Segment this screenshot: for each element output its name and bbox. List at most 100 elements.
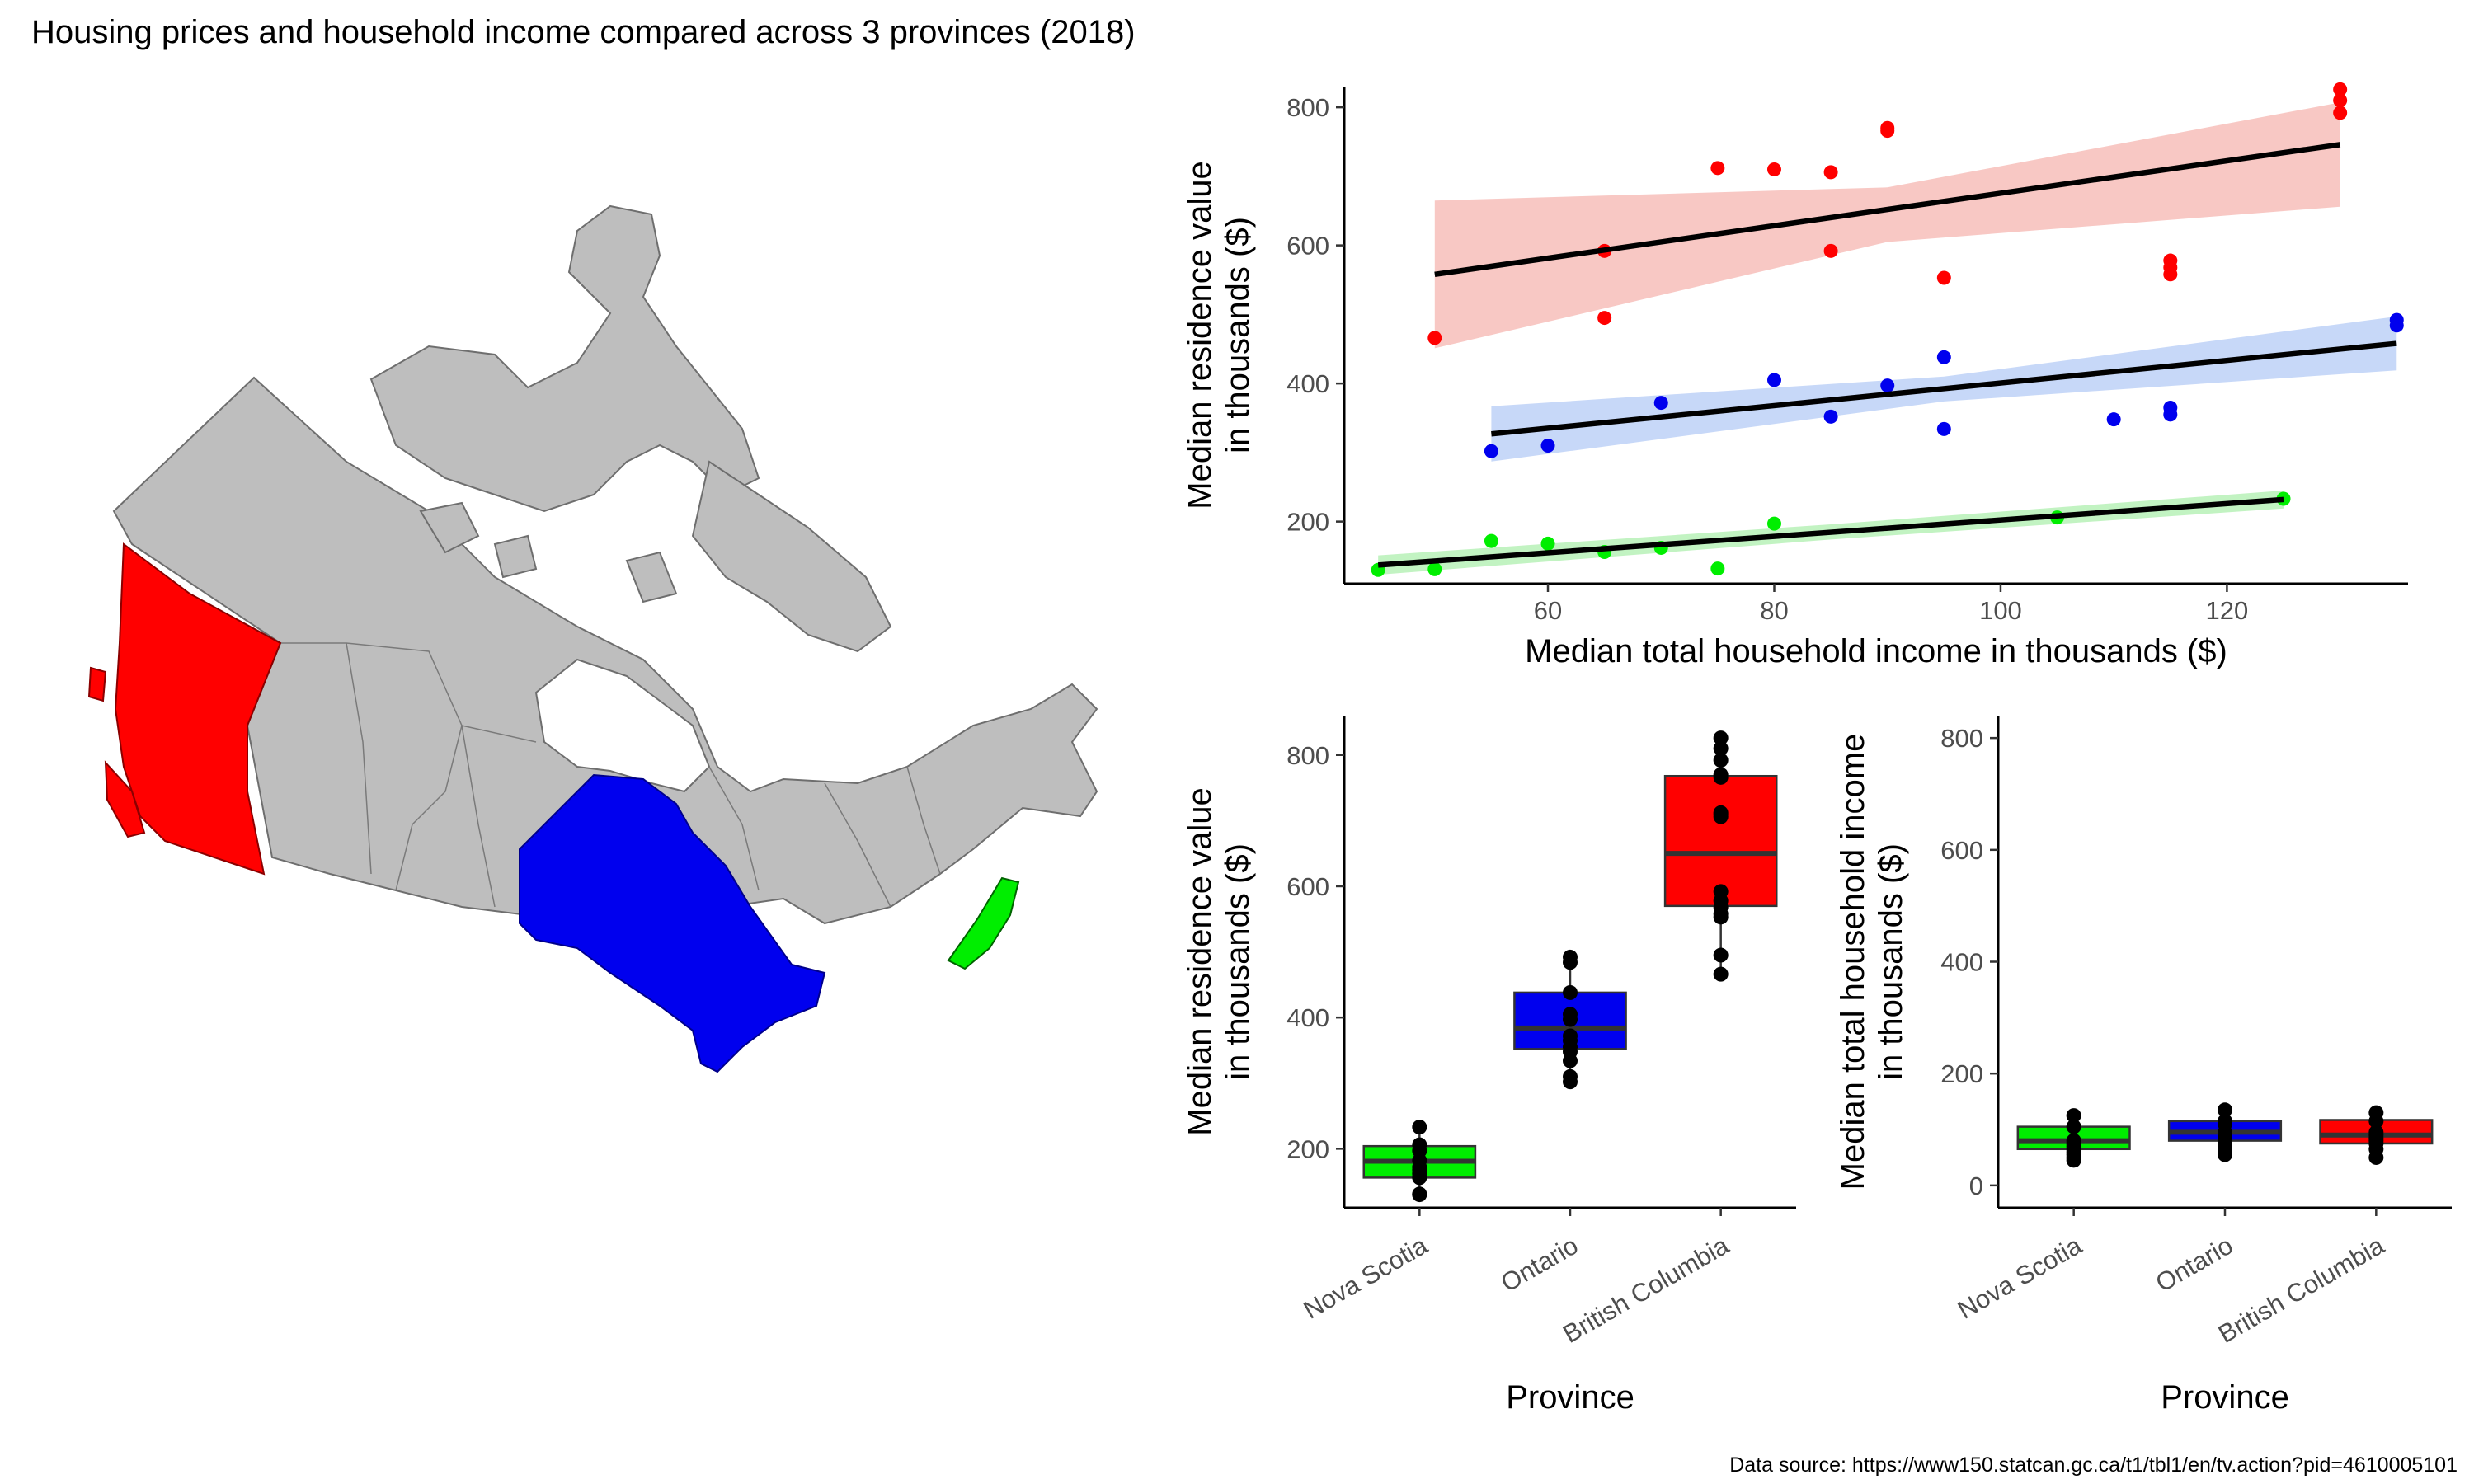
point-ontario: [2218, 1113, 2232, 1129]
map-ontario: [519, 773, 826, 1073]
point-british-columbia: [2163, 267, 2178, 282]
y-tick-label: 600: [1940, 836, 1983, 865]
x-tick-label: 80: [1760, 596, 1788, 625]
point-british-columbia: [1427, 331, 1442, 345]
point-nova-scotia: [1427, 561, 1442, 576]
point-ontario: [1540, 439, 1555, 453]
y-tick-label: 800: [1940, 724, 1983, 753]
point-ontario: [1563, 1028, 1578, 1044]
point-british-columbia: [2333, 93, 2348, 108]
point-ontario: [2389, 318, 2404, 333]
fit-line-british-columbia: [1434, 142, 2341, 278]
map-bc-islands: [87, 666, 146, 838]
map-nova-scotia: [947, 876, 1020, 970]
map-baffin-island: [691, 460, 892, 653]
x-tick-label: Nova Scotia: [1299, 1230, 1433, 1324]
map-arctic-islands: [369, 204, 760, 513]
map-rest-of-canada: [112, 376, 1098, 942]
point-nova-scotia: [1412, 1120, 1427, 1135]
point-british-columbia: [2368, 1105, 2384, 1120]
map-boundaries: [279, 642, 941, 908]
y-axis-title-line: Median residence value: [1182, 787, 1218, 1135]
data-source: Data source: https://www150.statcan.gc.c…: [1729, 1453, 2458, 1477]
x-tick-label: 100: [1979, 596, 2022, 625]
point-nova-scotia: [1540, 536, 1555, 551]
x-tick-label: Ontario: [2151, 1231, 2238, 1298]
map-small-islands: [419, 501, 678, 603]
point-ontario: [1766, 373, 1781, 387]
point-british-columbia: [1597, 311, 1612, 326]
point-ontario: [1563, 1007, 1578, 1022]
y-axis-title-line: in thousands ($): [1220, 843, 1256, 1080]
point-ontario: [1936, 350, 1951, 364]
y-tick-label: 400: [1940, 948, 1983, 977]
map-hudson-bay: [534, 658, 711, 793]
x-axis-title: Province: [1506, 1379, 1634, 1416]
y-tick-label: 200: [1286, 1134, 1329, 1163]
point-ontario: [2106, 412, 2121, 427]
x-axis-title: Median total household income in thousan…: [1525, 633, 2227, 669]
map-british-columbia: [114, 542, 282, 876]
y-axis-title-line: Median total household income: [1835, 734, 1871, 1190]
point-british-columbia: [1766, 162, 1781, 176]
point-nova-scotia: [2066, 1108, 2081, 1124]
x-tick-label: 60: [1534, 596, 1562, 625]
point-ontario: [1823, 409, 1838, 424]
point-british-columbia: [1713, 884, 1729, 899]
point-nova-scotia: [1710, 561, 1725, 576]
y-tick-label: 200: [1940, 1059, 1983, 1088]
x-tick-label: 120: [2206, 596, 2249, 625]
y-axis-title-line: Median residence value: [1182, 161, 1218, 509]
x-tick-label: Ontario: [1496, 1231, 1583, 1298]
ribbon-british-columbia: [1434, 102, 2340, 349]
point-british-columbia: [2368, 1125, 2384, 1140]
y-tick-label: 400: [1286, 369, 1329, 398]
x-axis-title: Province: [2161, 1379, 2289, 1416]
point-ontario: [1563, 1068, 1578, 1084]
point-british-columbia: [1713, 947, 1729, 963]
y-axis-title: Median total household incomein thousand…: [1835, 734, 1909, 1190]
canada-map: [87, 204, 1098, 1073]
y-axis-title-line: in thousands ($): [1873, 843, 1909, 1080]
y-tick-label: 400: [1286, 1003, 1329, 1032]
point-nova-scotia: [1484, 533, 1498, 548]
figure-title: Housing prices and household income comp…: [31, 14, 1136, 50]
point-ontario: [1880, 378, 1895, 393]
x-tick-label: British Columbia: [2213, 1230, 2390, 1349]
y-tick-label: 600: [1286, 872, 1329, 901]
point-british-columbia: [1880, 124, 1895, 139]
point-british-columbia: [1823, 165, 1838, 180]
y-axis-title: Median residence valuein thousands ($): [1182, 787, 1256, 1135]
point-nova-scotia: [1766, 516, 1781, 531]
point-nova-scotia: [1412, 1186, 1427, 1202]
point-british-columbia: [2333, 106, 2348, 120]
point-ontario: [1936, 421, 1951, 436]
y-tick-label: 200: [1286, 508, 1329, 537]
point-ontario: [1563, 984, 1578, 1000]
y-axis-title: Median residence valuein thousands ($): [1182, 161, 1256, 509]
point-british-columbia: [1936, 270, 1951, 285]
y-axis-title-line: in thousands ($): [1220, 217, 1256, 453]
point-ontario: [1653, 396, 1668, 411]
y-tick-label: 600: [1286, 232, 1329, 261]
point-british-columbia: [1713, 966, 1729, 982]
point-ontario: [2218, 1102, 2232, 1118]
y-tick-label: 800: [1286, 741, 1329, 770]
point-british-columbia: [1713, 805, 1729, 820]
point-british-columbia: [1713, 740, 1729, 756]
point-british-columbia: [1713, 730, 1729, 746]
point-british-columbia: [1710, 161, 1725, 176]
point-ontario: [1563, 949, 1578, 965]
fit-line-nova-scotia: [1377, 496, 2284, 568]
point-nova-scotia: [2066, 1119, 2081, 1134]
point-british-columbia: [2333, 82, 2348, 96]
point-british-columbia: [1713, 767, 1729, 782]
x-tick-label: Nova Scotia: [1953, 1230, 2087, 1324]
point-nova-scotia: [1412, 1137, 1427, 1153]
y-tick-label: 0: [1969, 1172, 1983, 1200]
point-british-columbia: [1713, 753, 1729, 768]
scatter-panel: 200 400 600 800 60 80 100 120 Median total house…: [1182, 82, 2408, 669]
point-ontario: [2163, 407, 2178, 422]
